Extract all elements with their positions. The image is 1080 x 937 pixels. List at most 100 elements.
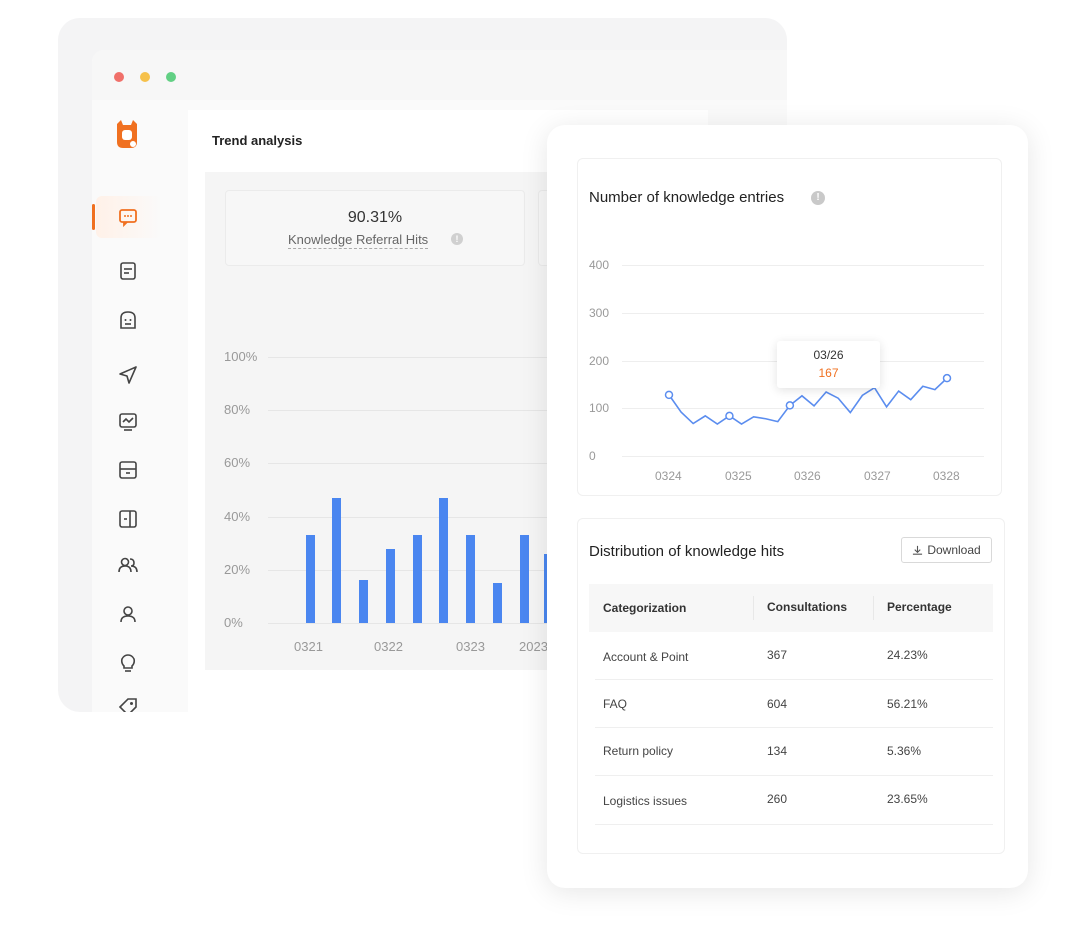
column-divider	[873, 596, 874, 620]
column-header-consultations[interactable]: Consultations	[767, 600, 847, 614]
panel-icon	[119, 510, 137, 528]
monitor-chart-icon	[119, 413, 137, 431]
lightbulb-icon	[120, 654, 136, 672]
table-row[interactable]: Return policy 134 5.36%	[589, 728, 993, 776]
sidebar-item-documents[interactable]	[114, 257, 142, 285]
y-tick-label: 20%	[224, 561, 251, 577]
chart-tooltip: 03/26 167	[777, 341, 880, 388]
knowledge-entries-title: Number of knowledge entries	[589, 189, 785, 206]
cell-percentage: 24.23%	[887, 648, 928, 662]
bar[interactable]	[332, 497, 341, 623]
grid-line	[268, 410, 558, 412]
document-icon	[120, 262, 136, 280]
cell-consultations: 367	[767, 648, 788, 662]
bar[interactable]	[466, 535, 475, 623]
sidebar-item-users[interactable]	[114, 551, 142, 579]
tooltip-date: 03/26	[813, 348, 844, 362]
sidebar-item-monitor[interactable]	[114, 408, 142, 436]
info-icon[interactable]: !	[451, 233, 463, 245]
bot-logo-icon[interactable]	[111, 118, 143, 150]
robot-icon	[120, 311, 136, 329]
grid-line	[622, 456, 984, 457]
y-tick-label: 0%	[224, 615, 243, 630]
sidebar-item-chat[interactable]	[114, 203, 142, 231]
bar[interactable]	[413, 535, 422, 623]
nav-active-background	[96, 196, 162, 238]
sidebar-item-send[interactable]	[114, 361, 142, 389]
y-tick-label: 100	[589, 401, 610, 416]
cell-consultations: 260	[767, 792, 788, 806]
info-icon[interactable]: !	[811, 191, 825, 205]
x-tick-label: 0324	[655, 469, 682, 483]
y-tick-label: 60%	[224, 455, 251, 471]
x-tick-label: 0323	[456, 639, 485, 654]
x-tick-label: 0325	[725, 469, 752, 483]
bar[interactable]	[306, 535, 315, 623]
cell-consultations: 604	[767, 697, 788, 711]
nav-active-indicator	[92, 204, 95, 230]
y-tick-label: 80%	[224, 402, 251, 418]
knowledge-entries-panel	[577, 158, 1002, 496]
tag-icon	[118, 698, 137, 712]
stat-label[interactable]: Knowledge Referral Hits	[288, 232, 429, 249]
table-row[interactable]: FAQ 604 56.21%	[589, 680, 993, 728]
sidebar-item-ideas[interactable]	[114, 649, 142, 677]
tooltip-value: 167	[818, 366, 839, 380]
user-icon	[120, 606, 136, 623]
bar[interactable]	[386, 548, 395, 623]
y-tick-label: 0	[589, 449, 596, 463]
chat-icon	[119, 209, 137, 228]
y-tick-label: 400	[589, 258, 610, 272]
cell-category: FAQ	[603, 697, 628, 711]
trend-analysis-title: Trend analysis	[212, 133, 303, 148]
stat-value: 90.31%	[347, 209, 403, 226]
bar[interactable]	[439, 497, 448, 623]
x-tick-label: 0328	[933, 469, 960, 483]
grid-line	[622, 312, 984, 314]
cell-percentage: 23.65%	[887, 792, 928, 806]
sidebar-item-panel[interactable]	[114, 505, 142, 533]
sidebar-item-user[interactable]	[114, 600, 142, 628]
distribution-panel	[577, 518, 1005, 854]
x-tick-label: 0322	[374, 639, 403, 654]
column-header-percentage[interactable]: Percentage	[887, 600, 952, 614]
cell-category: Return policy	[603, 744, 674, 758]
bar[interactable]	[493, 583, 502, 623]
minimize-window-button[interactable]	[140, 72, 150, 82]
users-icon	[118, 557, 138, 573]
y-tick-label: 40%	[224, 508, 251, 524]
inbox-icon	[119, 461, 137, 479]
x-tick-label: 2023	[519, 639, 548, 654]
row-divider	[595, 824, 993, 825]
grid-line	[268, 516, 558, 518]
stat-card-referral-hits: 90.31% Knowledge Referral Hits !	[225, 190, 525, 266]
table-row[interactable]: Account & Point 367 24.23%	[589, 632, 993, 680]
download-icon	[913, 545, 923, 555]
bar[interactable]	[520, 535, 529, 623]
y-tick-label: 100%	[224, 349, 258, 364]
download-button[interactable]: Download	[901, 537, 992, 563]
download-label: Download	[927, 543, 981, 557]
sidebar-item-tags[interactable]	[114, 696, 142, 712]
distribution-title: Distribution of knowledge hits	[589, 543, 785, 560]
grid-line	[622, 265, 984, 266]
grid-line	[268, 357, 558, 358]
cell-category: Account & Point	[603, 650, 689, 664]
x-tick-label: 0327	[864, 469, 891, 483]
row-divider	[595, 775, 993, 776]
cell-consultations: 134	[767, 744, 788, 758]
table-row[interactable]: Logistics issues 260 23.65%	[589, 776, 993, 825]
cell-category: Logistics issues	[603, 794, 688, 808]
cell-percentage: 5.36%	[887, 744, 922, 758]
title-bar	[92, 50, 787, 100]
y-tick-label: 200	[589, 353, 610, 368]
sidebar-item-inbox[interactable]	[114, 456, 142, 484]
column-header-categorization[interactable]: Categorization	[603, 601, 687, 615]
close-window-button[interactable]	[114, 72, 124, 82]
maximize-window-button[interactable]	[166, 72, 176, 82]
sidebar-item-robot[interactable]	[114, 306, 142, 334]
column-divider	[753, 596, 754, 620]
row-divider	[595, 679, 993, 680]
bar[interactable]	[359, 580, 368, 623]
grid-line	[268, 463, 558, 465]
